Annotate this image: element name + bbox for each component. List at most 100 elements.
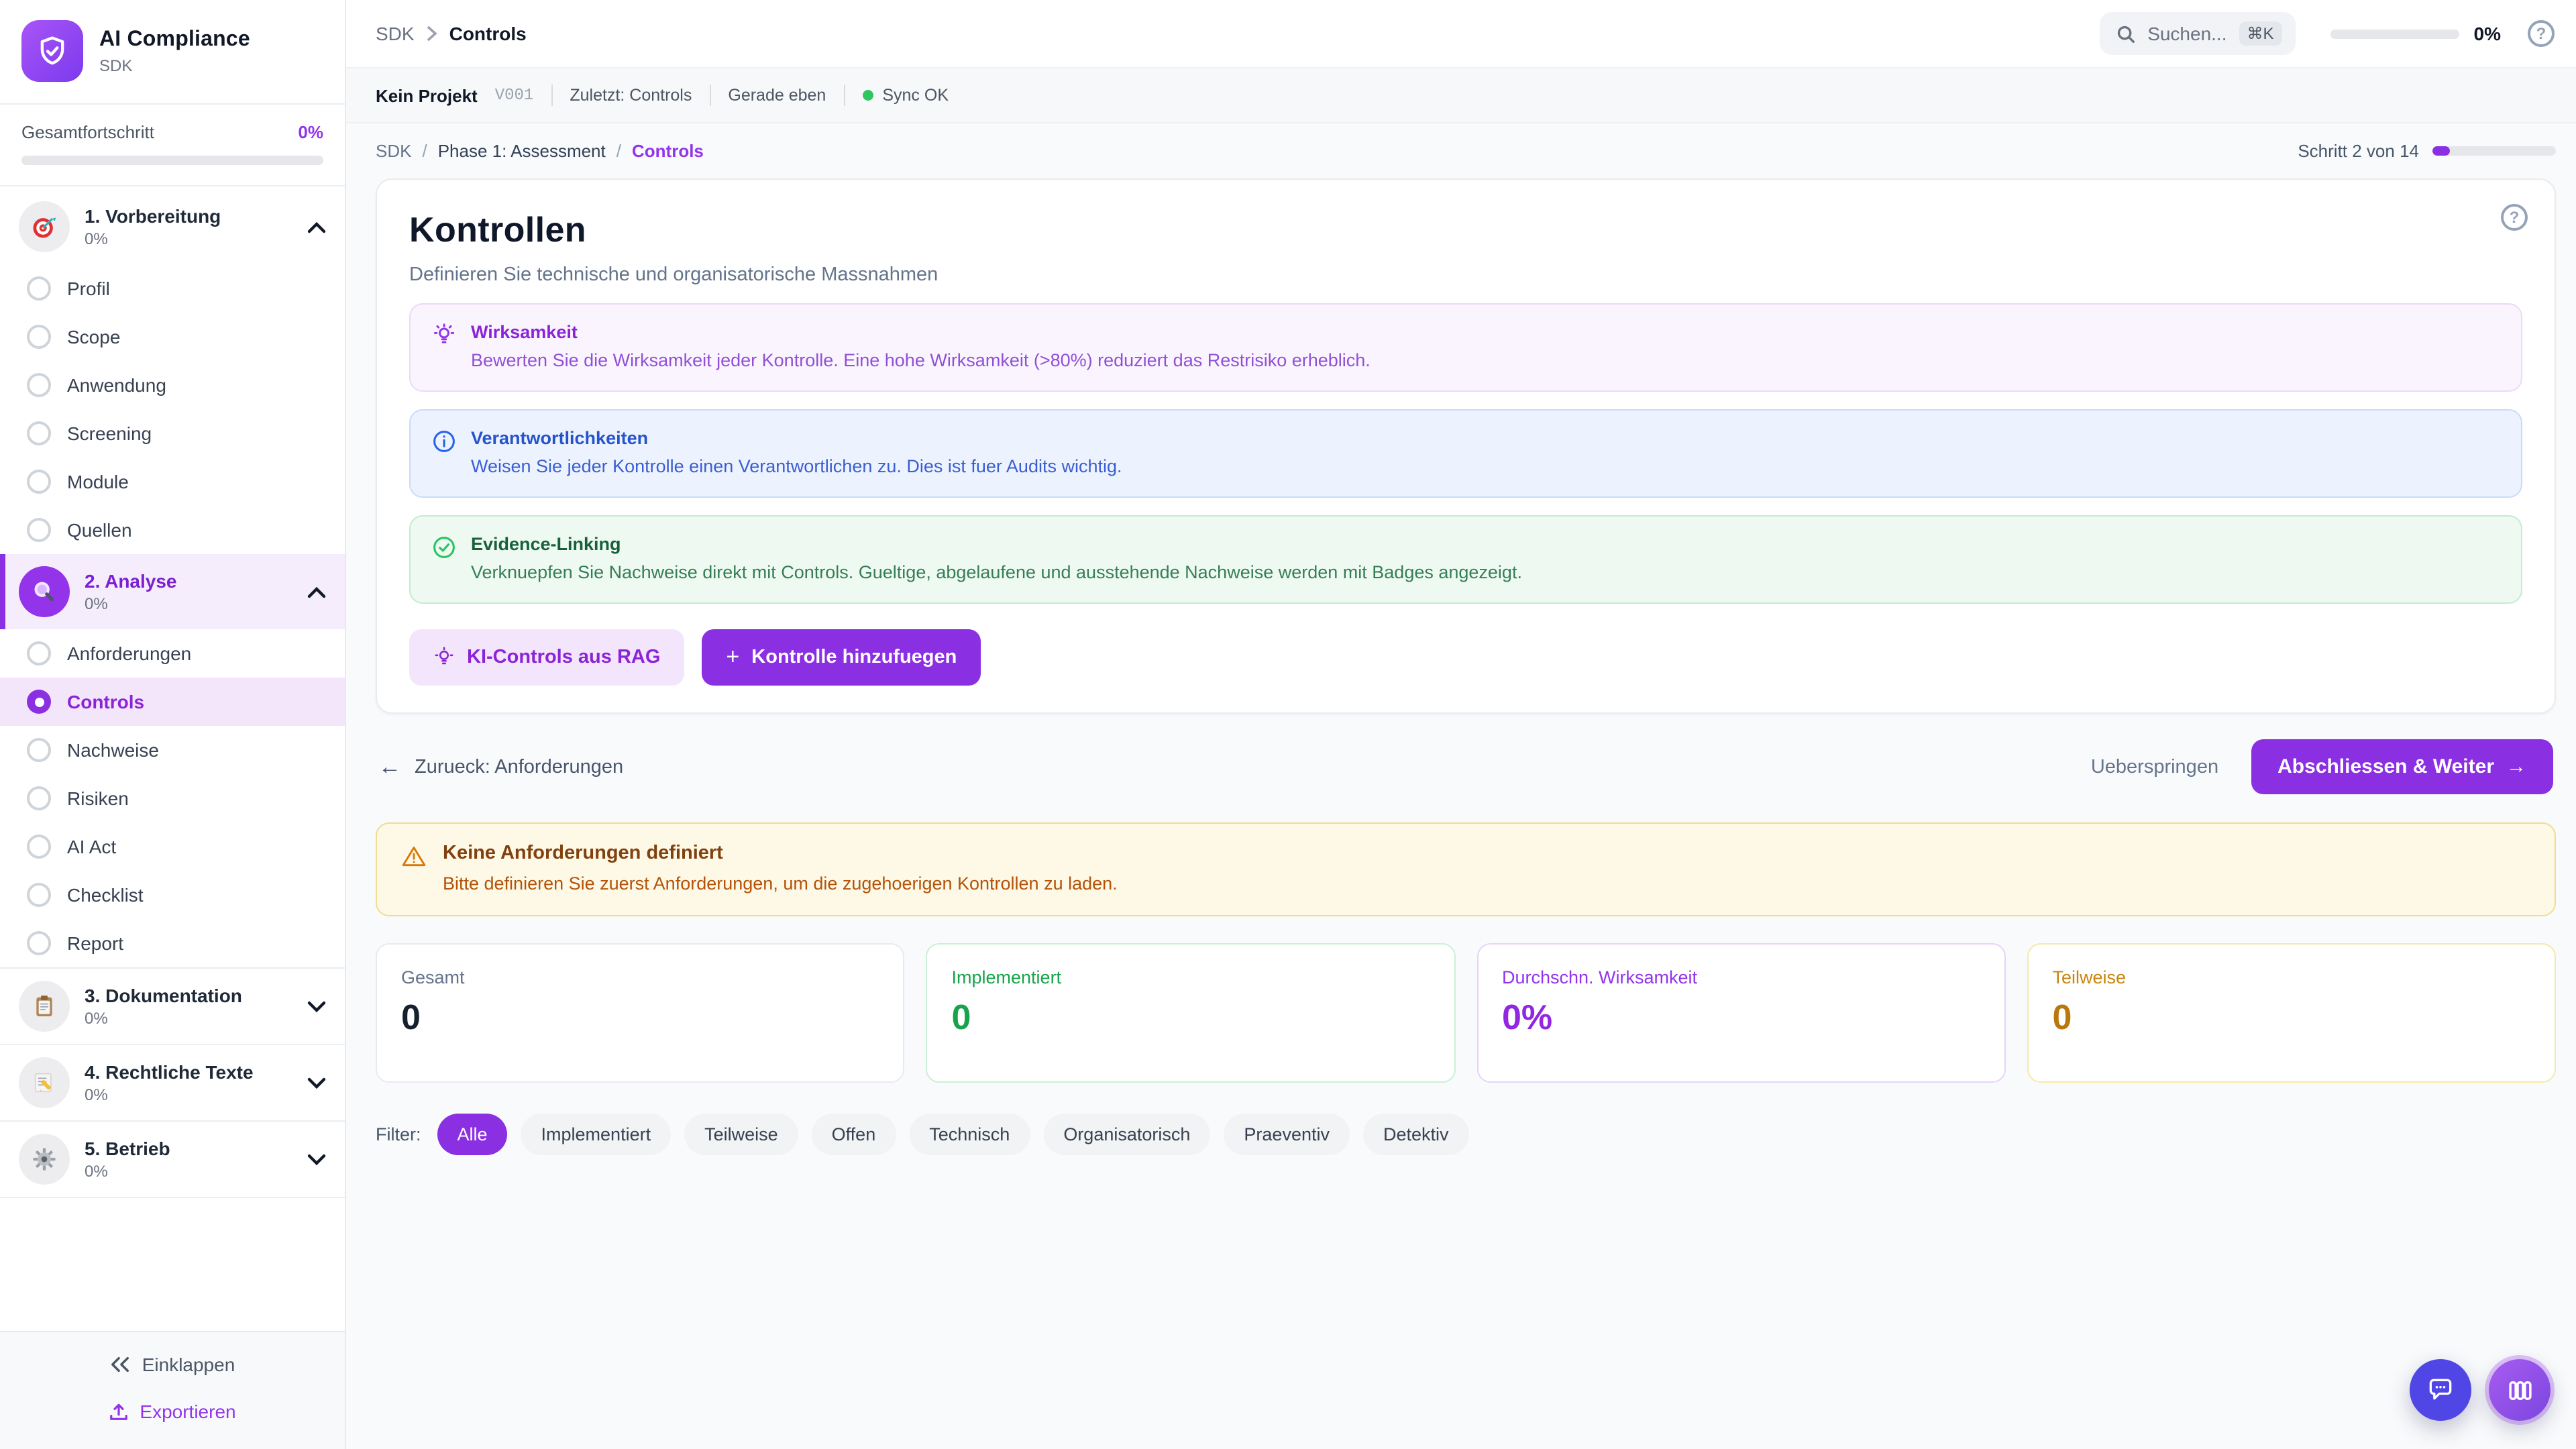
item-label: AI Act: [67, 836, 117, 857]
infobox-verantwortlichkeiten: Verantwortlichkeiten Weisen Sie jeder Ko…: [409, 409, 2522, 498]
export-label: Exportieren: [140, 1401, 236, 1422]
infobox-text: Bewerten Sie die Wirksamkeit jeder Kontr…: [471, 350, 1371, 370]
sidebar-item-scope[interactable]: Scope: [0, 313, 345, 361]
main-area: SDK Controls Suchen... ⌘K 0% ? Kein Proj…: [346, 0, 2576, 1449]
chevron-down-icon: [307, 1077, 326, 1089]
filter-chip-technisch[interactable]: Technisch: [909, 1114, 1030, 1155]
sidebar-nav: 1. Vorbereitung 0% Profil Scope Anwendun…: [0, 186, 345, 1331]
filter-chip-organisatorisch[interactable]: Organisatorisch: [1043, 1114, 1211, 1155]
sidebar-item-anwendung[interactable]: Anwendung: [0, 361, 345, 409]
check-circle-icon: [432, 535, 456, 582]
section-title: 2. Analyse: [85, 570, 177, 592]
sidebar-item-ai-act[interactable]: AI Act: [0, 822, 345, 871]
sidebar-item-profil[interactable]: Profil: [0, 264, 345, 313]
ki-controls-rag-label: KI-Controls aus RAG: [467, 647, 661, 668]
radio-icon: [27, 470, 51, 494]
warning-title: Keine Anforderungen definiert: [443, 843, 723, 864]
export-button[interactable]: Exportieren: [0, 1401, 345, 1422]
radio-icon: [27, 738, 51, 762]
warning-banner: Keine Anforderungen definiert Bitte defi…: [376, 822, 2556, 916]
stat-value: 0: [401, 997, 421, 1037]
sidebar-footer: Einklappen Exportieren: [0, 1331, 345, 1449]
skip-button[interactable]: Ueberspringen: [2090, 756, 2219, 777]
sidebar-item-screening[interactable]: Screening: [0, 409, 345, 458]
search-placeholder: Suchen...: [2147, 23, 2227, 44]
help-icon[interactable]: ?: [2528, 20, 2555, 47]
sidebar-item-anforderungen[interactable]: Anforderungen: [0, 629, 345, 678]
stat-label: Durchschn. Wirksamkeit: [1502, 967, 1698, 987]
sidebar-item-report[interactable]: Report: [0, 919, 345, 967]
kanban-columns-icon: [2506, 1376, 2534, 1404]
filter-chip-implementiert[interactable]: Implementiert: [521, 1114, 672, 1155]
sidebar-item-quellen[interactable]: Quellen: [0, 506, 345, 554]
chat-fab-button[interactable]: [2410, 1359, 2471, 1421]
breadcrumb-current: Controls: [632, 141, 704, 161]
filter-chip-alle[interactable]: Alle: [437, 1114, 508, 1155]
item-label: Anwendung: [67, 374, 166, 396]
infobox-title: Evidence-Linking: [471, 534, 621, 554]
topbar-progress-bar: [2330, 29, 2459, 38]
collapse-sidebar-button[interactable]: Einklappen: [110, 1354, 235, 1375]
stat-card-teilweise: Teilweise 0: [2027, 943, 2556, 1083]
search-icon: [2115, 23, 2135, 44]
topbar-breadcrumb-root[interactable]: SDK: [376, 23, 415, 44]
magnifier-icon: [19, 566, 70, 617]
plus-icon: +: [726, 644, 740, 669]
overall-progress-value: 0%: [298, 122, 323, 142]
filter-chip-praeventiv[interactable]: Praeventiv: [1224, 1114, 1350, 1155]
sidebar-item-module[interactable]: Module: [0, 458, 345, 506]
chevron-up-icon: [307, 221, 326, 233]
upload-icon: [109, 1401, 129, 1421]
radio-icon: [27, 931, 51, 955]
add-control-button[interactable]: + Kontrolle hinzufuegen: [702, 629, 981, 686]
item-label: Scope: [67, 326, 121, 347]
last-saved-time: Gerade eben: [728, 86, 826, 105]
breadcrumb-root[interactable]: SDK: [376, 141, 412, 161]
breadcrumb-phase[interactable]: Phase 1: Assessment: [437, 141, 606, 161]
sidebar-item-risiken[interactable]: Risiken: [0, 774, 345, 822]
step-indicator: Schritt 2 von 14: [2298, 141, 2419, 161]
sidebar-item-nachweise[interactable]: Nachweise: [0, 726, 345, 774]
sidebar-section-analyse: 2. Analyse 0% Anforderungen Controls Nac…: [0, 554, 345, 967]
card-help-icon[interactable]: ?: [2501, 204, 2528, 231]
finish-next-button[interactable]: Abschliessen & Weiter →: [2251, 739, 2553, 794]
search-input[interactable]: Suchen... ⌘K: [2099, 12, 2296, 55]
radio-selected-icon: [27, 690, 51, 714]
page-breadcrumb-row: SDK / Phase 1: Assessment / Controls Sch…: [346, 123, 2576, 176]
app-title: AI Compliance: [99, 28, 250, 50]
section-header-vorbereitung[interactable]: 1. Vorbereitung 0%: [0, 189, 345, 264]
chevron-right-icon: [427, 25, 437, 42]
sidebar-item-checklist[interactable]: Checklist: [0, 871, 345, 919]
finish-next-label: Abschliessen & Weiter: [2277, 755, 2494, 778]
back-label: Zurueck: Anforderungen: [415, 756, 624, 777]
floating-buttons: [2410, 1359, 2551, 1421]
filter-chip-detektiv[interactable]: Detektiv: [1363, 1114, 1469, 1155]
back-button[interactable]: ← Zurueck: Anforderungen: [378, 753, 623, 780]
sidebar-section-vorbereitung: 1. Vorbereitung 0% Profil Scope Anwendun…: [0, 189, 345, 554]
item-label: Risiken: [67, 788, 129, 809]
wizard-nav-row: ← Zurueck: Anforderungen Ueberspringen A…: [378, 739, 2553, 794]
app-subtitle: SDK: [99, 56, 133, 74]
stat-value: 0%: [1502, 997, 1553, 1037]
section-header-analyse[interactable]: 2. Analyse 0%: [0, 554, 345, 629]
section-title: 5. Betrieb: [85, 1138, 170, 1159]
kontrollen-card: ? Kontrollen Definieren Sie technische u…: [376, 178, 2556, 714]
item-label: Screening: [67, 423, 152, 444]
ki-controls-rag-button[interactable]: KI-Controls aus RAG: [409, 629, 685, 686]
section-header-betrieb[interactable]: 5. Betrieb 0%: [0, 1122, 345, 1197]
section-header-dokumentation[interactable]: 3. Dokumentation 0%: [0, 969, 345, 1044]
section-header-rechtliche-texte[interactable]: 4. Rechtliche Texte 0%: [0, 1045, 345, 1120]
filter-chip-offen[interactable]: Offen: [811, 1114, 896, 1155]
sidebar-item-controls[interactable]: Controls: [0, 678, 345, 726]
clipboard-icon: [19, 981, 70, 1032]
infobox-text: Verknuepfen Sie Nachweise direkt mit Con…: [471, 562, 1522, 582]
sidebar-section-betrieb: 5. Betrieb 0%: [0, 1120, 345, 1198]
radio-icon: [27, 276, 51, 301]
filter-chip-teilweise[interactable]: Teilweise: [684, 1114, 798, 1155]
kanban-fab-button[interactable]: [2489, 1359, 2551, 1421]
overall-progress: Gesamtfortschritt 0%: [0, 105, 345, 186]
app-header: AI Compliance SDK: [0, 0, 345, 105]
overall-progress-label: Gesamtfortschritt: [21, 122, 154, 142]
add-control-label: Kontrolle hinzufuegen: [751, 647, 957, 668]
